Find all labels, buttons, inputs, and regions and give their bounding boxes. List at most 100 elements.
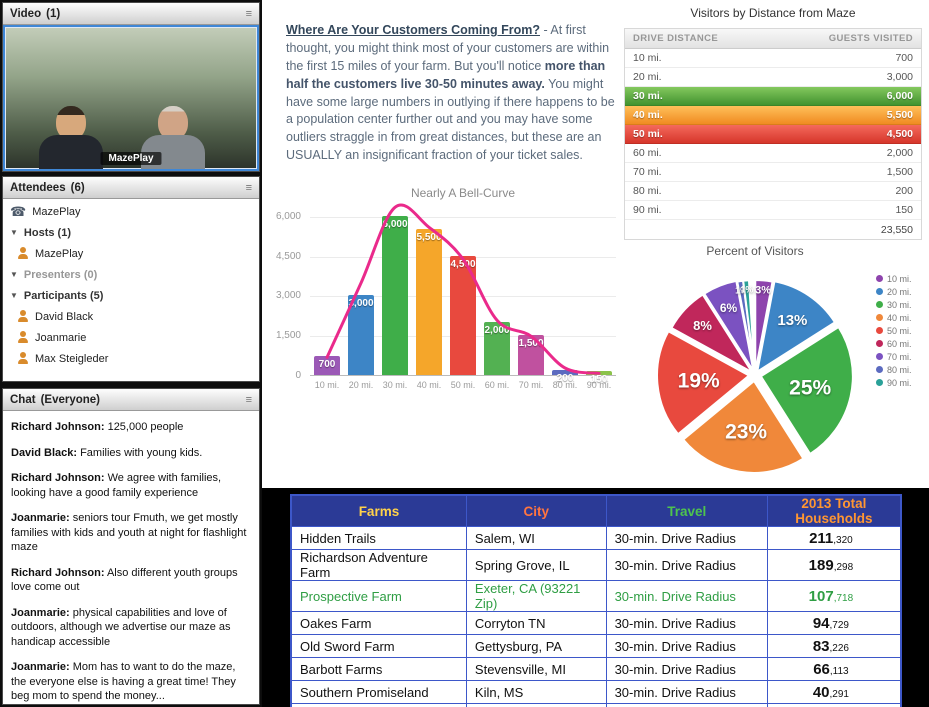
video-name-label: MazePlay [100, 152, 162, 165]
attendee-name: Max Steigleder [35, 352, 109, 365]
attendee-row[interactable]: MazePlay [3, 243, 259, 264]
legend-dot [876, 275, 883, 282]
attendees-pod-header[interactable]: Attendees (6) ≡ [3, 177, 259, 199]
farm-table: Farms City Travel 2013 Total Households Hidd… [290, 494, 902, 707]
visitors-row: 80 mi. 200 [625, 182, 921, 201]
chat-author: Joanmarie: [11, 512, 70, 525]
pod-options-icon[interactable]: ≡ [245, 181, 252, 194]
chat-message: David Black: Families with young kids. [11, 446, 203, 459]
share-top: Where Are Your Customers Coming From? - … [262, 0, 929, 488]
chat-pod-scope: (Everyone) [40, 393, 100, 406]
y-tick-label: 1,500 [275, 330, 301, 342]
bar-value-label: 700 [318, 359, 336, 371]
visitors-row: 50 mi. 4,500 [625, 125, 921, 144]
attendee-row[interactable]: Max Steigleder [3, 348, 259, 369]
farm-column-header: 2013 Total Households [766, 494, 902, 527]
presenter-1 [39, 106, 103, 169]
legend-item: 20 mi. [876, 285, 912, 298]
pie-slice-label: 8% [693, 318, 712, 333]
chat-author: Joanmarie: [11, 661, 70, 674]
farm-row: Barbott Farms Stevensville, MI 30-min. Dri… [290, 657, 902, 681]
group-label: Hosts (1) [23, 226, 71, 239]
pie-chart-title: Percent of Visitors [706, 244, 804, 258]
attendee-name: David Black [35, 310, 94, 323]
visitors-rows: 10 mi. 700 20 mi. 3,000 30 mi. 6,000 40 mi. 5,5… [625, 49, 921, 239]
farm-row: Oakes Farm Corryton TN 30-min. Drive Radiu… [290, 611, 902, 635]
visitors-table-body: DRIVE DISTANCE GUESTS VISITED 10 mi. 700 20… [624, 28, 922, 240]
intro-bold: more than half the customers live 30-50 … [286, 58, 606, 91]
bar-x-label: 50 mi. [450, 380, 476, 390]
bar-x-label: 70 mi. [518, 380, 544, 390]
legend-dot [876, 314, 883, 321]
video-pod: Video (1) ≡ MazePlay [2, 2, 260, 172]
attendee-name: MazePlay [35, 247, 84, 260]
bar-chart: Nearly A Bell-Curve 0 1,500 3,000 4,500 6,00… [268, 186, 620, 402]
pie-slice [755, 280, 837, 374]
farm-row: Richardson Adventure Farm Spring Grove, I… [290, 549, 902, 581]
attendee-list[interactable]: ☎ MazePlay ▼ Hosts (1) MazePlay ▼ Presenters (… [3, 199, 259, 381]
bar-x-label: 60 mi. [484, 380, 510, 390]
legend-dot [876, 288, 883, 295]
presenter-head [56, 106, 86, 140]
pie-slice [742, 279, 756, 373]
pie-slice-label: 1% [735, 285, 748, 295]
visitors-row: 20 mi. 3,000 [625, 68, 921, 87]
visitors-table: Visitors by Distance from Maze DRIVE DIS… [624, 6, 922, 240]
farm-column-header: Farms [290, 494, 467, 527]
farm-header-row: Farms City Travel 2013 Total Households [290, 494, 902, 527]
pie-slice-label: 23% [725, 420, 767, 443]
pie-slice [656, 329, 751, 436]
attendee-row-phone[interactable]: ☎ MazePlay [3, 201, 259, 222]
attendee-group-0[interactable]: ▼ Hosts (1) [3, 222, 259, 243]
bar-value-label: 6,000 [382, 218, 408, 230]
intro-leadin: - [539, 23, 551, 37]
legend-dot [876, 301, 883, 308]
bar-value-label: 200 [556, 372, 574, 384]
chat-author: Richard Johnson: [11, 472, 105, 485]
legend-item: 10 mi. [876, 272, 912, 285]
video-pod-count: (1) [46, 7, 61, 20]
collapse-triangle-icon[interactable]: ▼ [10, 291, 18, 300]
pie-slice [759, 325, 854, 456]
attendee-group-1[interactable]: ▼ Presenters (0) [3, 264, 259, 285]
pie-svg: 3%13%25%23%19%8%6%1%1% [656, 279, 854, 474]
bar-value-label: 1,500 [518, 338, 544, 350]
bar [416, 228, 442, 375]
phone-icon: ☎ [10, 204, 27, 219]
bar-value-label: 3,000 [348, 298, 374, 310]
pod-options-icon[interactable]: ≡ [245, 393, 252, 406]
person-icon [17, 331, 29, 344]
pod-options-icon[interactable]: ≡ [245, 7, 252, 20]
pie-legend: 10 mi. 20 mi. 30 mi. 40 mi. 50 mi. 60 mi. 70 m… [876, 272, 912, 389]
attendee-group-2[interactable]: ▼ Participants (5) [3, 285, 259, 306]
pie-slice [670, 293, 753, 374]
legend-dot [876, 327, 883, 334]
chat-messages[interactable]: Richard Johnson: 125,000 people David Bla… [3, 411, 259, 702]
y-tick-label: 3,000 [275, 290, 301, 302]
visitors-row: 90 mi. 150 [625, 201, 921, 220]
chat-message: Joanmarie: physical capabilities and lov… [11, 606, 231, 648]
bar-plot: 700 10 mi. 3,000 20 mi. 6,000 30 mi. 5,500 40 m… [310, 206, 616, 390]
video-pod-header[interactable]: Video (1) ≡ [3, 3, 259, 25]
attendee-row[interactable]: David Black [3, 306, 259, 327]
group-label: Participants (5) [23, 289, 104, 302]
chat-message: Richard Johnson: 125,000 people [11, 421, 184, 433]
y-tick-label: 6,000 [275, 210, 301, 222]
chat-pod-title: Chat [10, 393, 36, 406]
pie-slice-label: 6% [720, 301, 738, 315]
pie-slice-label: 19% [678, 370, 720, 393]
legend-dot [876, 353, 883, 360]
visitors-table-title: Visitors by Distance from Maze [690, 6, 856, 20]
chat-message: Joanmarie: seniors tour Fmuth, we get mo… [11, 512, 247, 554]
visitors-row: 10 mi. 700 [625, 49, 921, 68]
collapse-triangle-icon[interactable]: ▼ [10, 270, 18, 279]
collapse-triangle-icon[interactable]: ▼ [10, 228, 18, 237]
legend-item: 30 mi. [876, 298, 912, 311]
pie-slice-label: 3% [755, 284, 771, 296]
attendees-pod-count: (6) [70, 181, 85, 194]
bar-x-label: 40 mi. [416, 380, 442, 390]
attendee-row[interactable]: Joanmarie [3, 327, 259, 348]
attendees-pod: Attendees (6) ≡ ☎ MazePlay ▼ Hosts (1) MazeP… [2, 176, 260, 382]
chat-pod-header[interactable]: Chat (Everyone) ≡ [3, 389, 259, 411]
